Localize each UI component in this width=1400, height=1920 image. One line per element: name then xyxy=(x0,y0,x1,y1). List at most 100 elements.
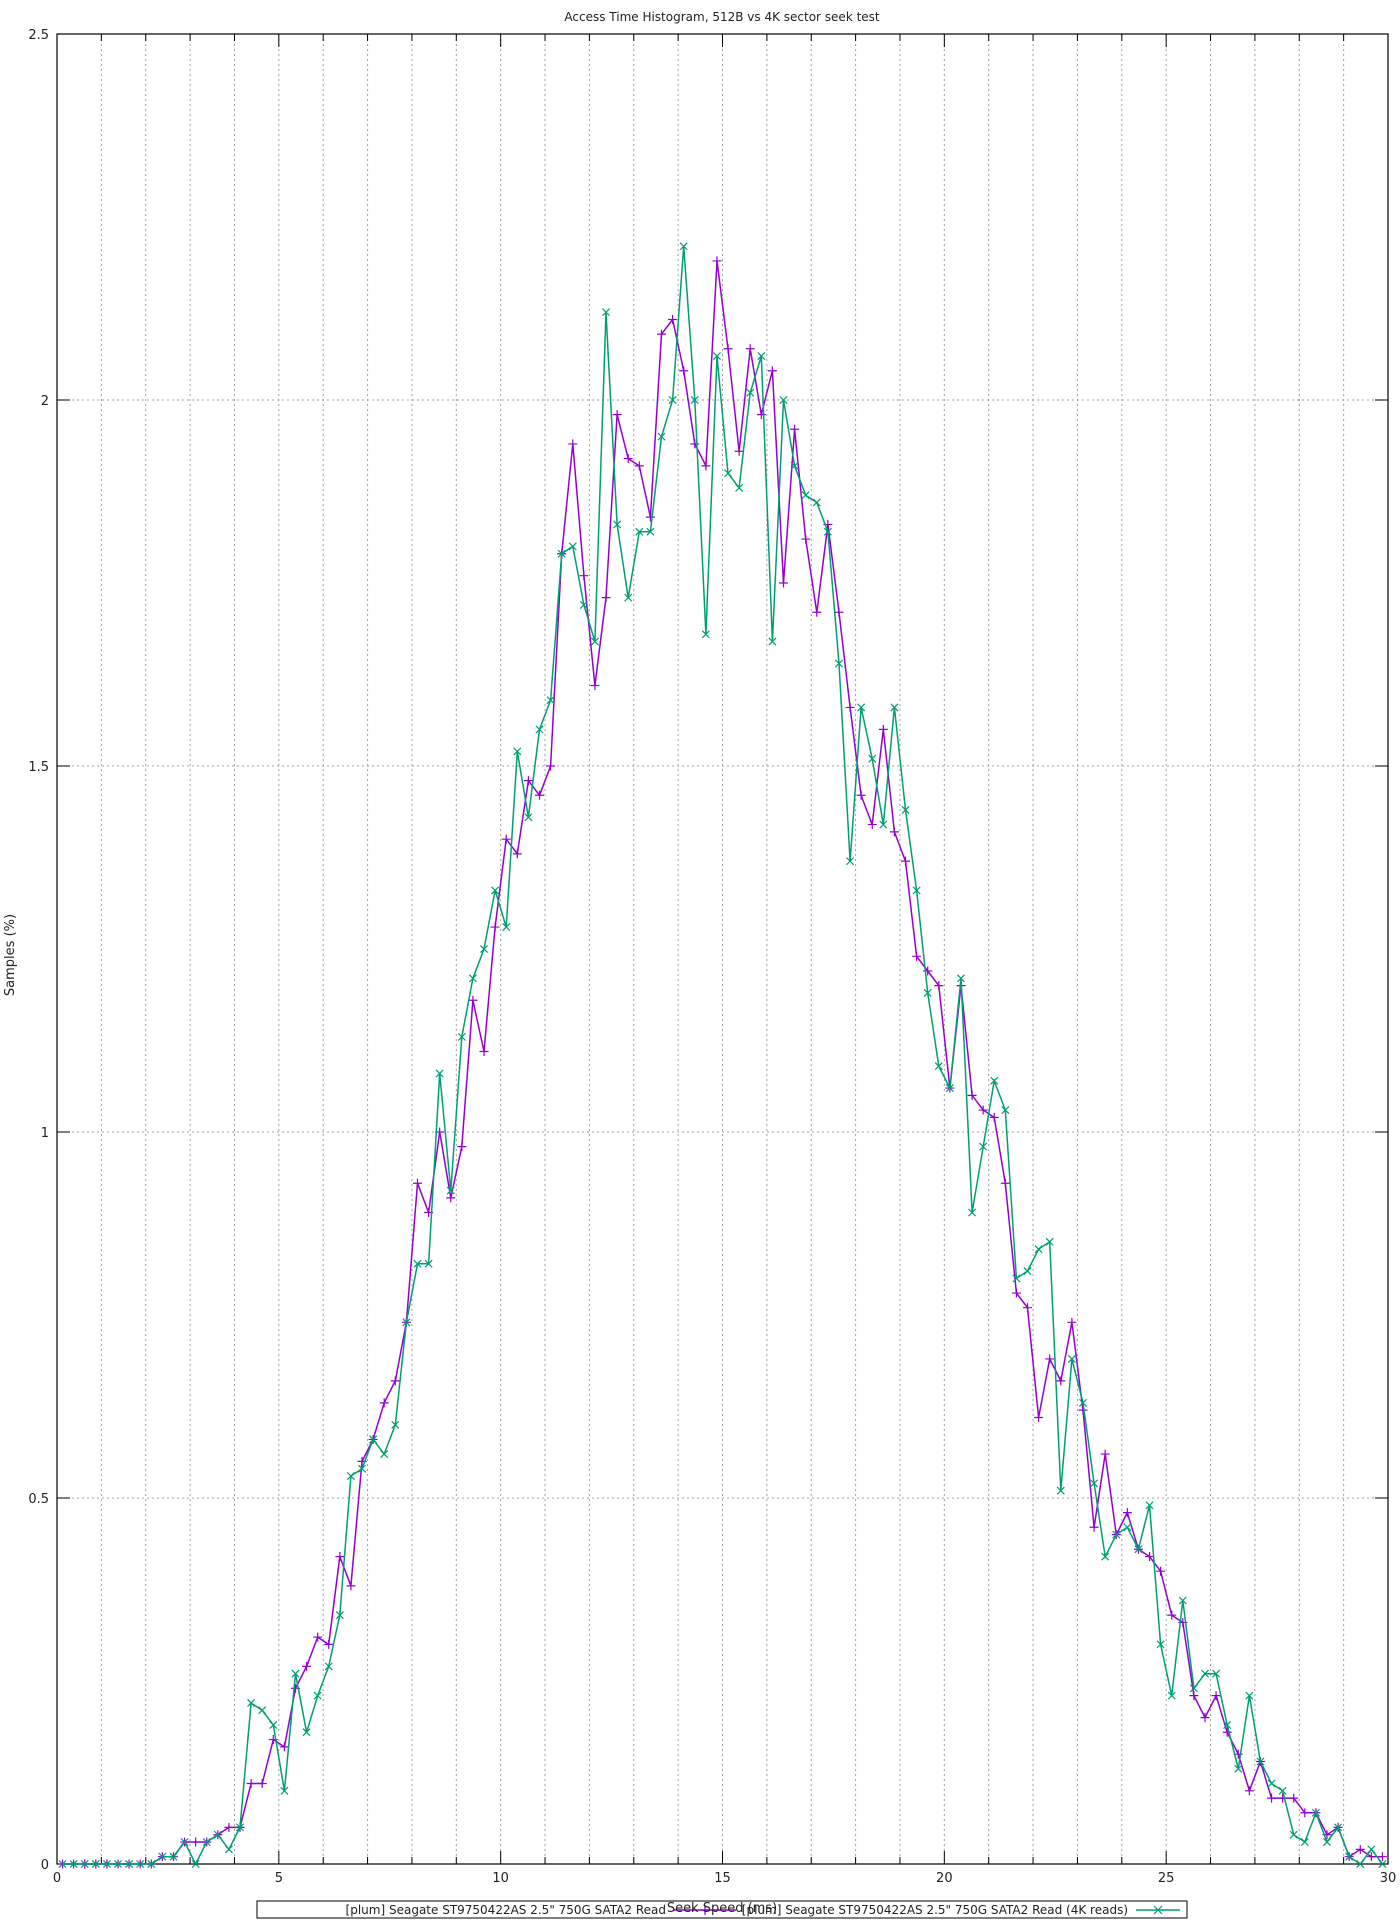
data-point xyxy=(956,974,965,983)
grid xyxy=(57,34,1388,1864)
data-point xyxy=(413,1259,422,1268)
y-axis-label: Samples (%) xyxy=(3,914,18,996)
data-point xyxy=(679,366,689,376)
data-point xyxy=(1300,1838,1309,1847)
data-point xyxy=(735,483,744,492)
data-point xyxy=(247,1698,256,1707)
data-point xyxy=(491,886,500,895)
data-point xyxy=(557,549,566,558)
data-point xyxy=(834,607,844,617)
data-point xyxy=(757,352,766,361)
data-point xyxy=(1034,1412,1044,1422)
data-point xyxy=(1122,1508,1132,1518)
data-point xyxy=(623,454,633,464)
data-point xyxy=(80,1859,89,1869)
data-point xyxy=(723,344,733,354)
data-point xyxy=(590,637,599,646)
x-tick-label: 20 xyxy=(936,1871,953,1886)
data-point xyxy=(1045,1237,1054,1246)
data-point xyxy=(380,1450,389,1459)
data-point xyxy=(468,995,478,1005)
data-point xyxy=(446,1193,456,1203)
data-point xyxy=(756,410,766,420)
data-point xyxy=(1300,1808,1310,1818)
data-point xyxy=(812,607,822,617)
data-point xyxy=(1056,1376,1066,1386)
data-point xyxy=(668,395,677,405)
data-point xyxy=(523,776,533,786)
data-point xyxy=(1167,1610,1177,1620)
data-point xyxy=(613,520,622,529)
data-point xyxy=(1367,1845,1376,1854)
x-tick-label: 0 xyxy=(53,1871,61,1886)
data-point xyxy=(191,1837,201,1847)
data-point xyxy=(1189,1691,1199,1701)
data-point xyxy=(191,1859,200,1869)
data-point xyxy=(1167,1691,1176,1700)
data-point xyxy=(1100,1449,1110,1459)
data-point xyxy=(934,1062,943,1071)
data-point xyxy=(302,1728,311,1737)
data-point xyxy=(457,1142,467,1152)
data-point xyxy=(346,1581,356,1591)
data-point xyxy=(546,761,556,771)
x-axis-label: Seek Speed (ms) xyxy=(667,1901,777,1916)
data-point xyxy=(1378,1859,1387,1869)
data-point xyxy=(1001,1106,1010,1115)
data-point xyxy=(136,1859,145,1869)
series-4k-read xyxy=(58,242,1387,1869)
data-point xyxy=(1156,1640,1165,1649)
data-point xyxy=(224,1822,234,1832)
data-point xyxy=(502,923,511,932)
data-point xyxy=(1000,1178,1010,1188)
data-point xyxy=(1278,1793,1288,1803)
data-point xyxy=(746,388,755,397)
data-point xyxy=(768,637,777,646)
data-point xyxy=(1045,1354,1055,1364)
data-point xyxy=(468,974,477,983)
y-tick-label: 2 xyxy=(41,394,49,409)
data-point xyxy=(1377,1852,1387,1862)
data-point xyxy=(1023,1267,1032,1276)
data-point xyxy=(1289,1830,1298,1839)
data-point xyxy=(279,1742,289,1752)
x-tick-label: 5 xyxy=(275,1871,283,1886)
data-point xyxy=(579,571,589,581)
data-point xyxy=(213,1830,222,1839)
data-point xyxy=(1067,1354,1076,1363)
data-point xyxy=(590,680,600,690)
data-point xyxy=(845,702,855,712)
data-point xyxy=(479,1046,489,1056)
data-point xyxy=(978,1105,988,1115)
data-point xyxy=(779,395,788,405)
data-point xyxy=(158,1852,167,1861)
data-point xyxy=(679,242,688,251)
data-point xyxy=(202,1838,211,1847)
data-point xyxy=(1222,1727,1232,1737)
data-point xyxy=(968,1208,977,1217)
data-point xyxy=(1234,1764,1243,1773)
data-point xyxy=(1322,1838,1332,1847)
data-point xyxy=(790,461,799,470)
x-tick-label: 15 xyxy=(714,1871,731,1886)
data-point xyxy=(269,1720,278,1729)
data-point xyxy=(767,366,777,376)
data-point xyxy=(734,446,744,456)
data-point xyxy=(657,432,666,441)
y-tick-label: 0 xyxy=(41,1858,49,1873)
data-point xyxy=(313,1632,323,1642)
data-point xyxy=(335,1552,345,1562)
data-point xyxy=(901,856,911,866)
data-point xyxy=(291,1669,300,1678)
data-point xyxy=(801,491,810,500)
data-point xyxy=(712,256,722,266)
series-line xyxy=(62,246,1384,1866)
data-point xyxy=(878,724,888,734)
data-point xyxy=(1334,1823,1343,1832)
data-point xyxy=(1034,1245,1043,1254)
data-point xyxy=(258,1706,267,1715)
data-point xyxy=(934,981,944,991)
data-point xyxy=(601,593,611,603)
data-point xyxy=(812,498,821,507)
axis-ticks: 0 5 10 15 20 25 30 0 0.5 1 1.5 2 2.5 xyxy=(28,28,1396,1886)
